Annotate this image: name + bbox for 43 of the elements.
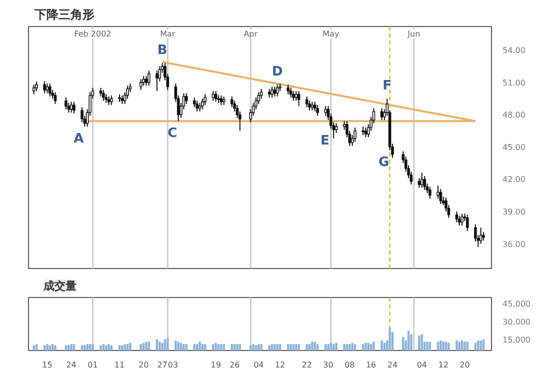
x-tick-label: 01 xyxy=(88,360,98,370)
annotation: F xyxy=(382,78,392,94)
ref-line-label: Mar xyxy=(160,30,176,38)
y-tick-label: 39.00 xyxy=(502,207,526,216)
annotation: E xyxy=(320,134,330,149)
x-tick-label: 20 xyxy=(138,360,149,370)
y-tick-label: 15,000 xyxy=(502,336,530,345)
ref-line-label: May xyxy=(322,30,340,38)
x-tick-label: 26 xyxy=(229,360,240,370)
x-tick-label: 16 xyxy=(366,360,376,370)
y-tick-label: 30,000 xyxy=(502,318,530,327)
y-tick-label: 48.00 xyxy=(502,110,526,120)
y-tick-label: 45,000 xyxy=(502,300,530,309)
ref-line-label: Apr xyxy=(244,30,258,38)
x-tick-label: 08 xyxy=(344,360,355,370)
annotation: G xyxy=(378,155,390,170)
y-tick-label: 36.00 xyxy=(502,240,526,249)
x-tick-label: 12 xyxy=(438,360,448,370)
y-tick-label: 54.00 xyxy=(502,46,526,56)
x-tick-label: 24 xyxy=(66,360,76,370)
y-tick-label: 45.00 xyxy=(502,142,526,152)
x-tick-label: 22 xyxy=(302,360,312,370)
y-tick-label: 51.00 xyxy=(502,78,526,88)
x-tick-label: 04 xyxy=(254,360,264,370)
y-tick-label: 42.00 xyxy=(502,175,526,184)
ref-line-label: Jun xyxy=(406,30,420,38)
x-tick-label: 04 xyxy=(416,360,428,370)
chart-title: 下降三角形 xyxy=(34,8,94,22)
annotation: C xyxy=(168,126,178,142)
x-tick-label: 11 xyxy=(114,360,125,370)
x-tick-label: 03 xyxy=(168,360,178,370)
x-tick-label: 12 xyxy=(274,360,286,370)
x-tick-label: 19 xyxy=(210,360,221,370)
x-tick-label: 27 xyxy=(157,360,168,370)
x-tick-label: 15 xyxy=(42,360,52,370)
x-tick-label: 30 xyxy=(323,360,334,370)
x-tick-label: 20 xyxy=(460,360,470,370)
annotation: D xyxy=(272,64,283,80)
x-tick-label: 24 xyxy=(387,360,398,370)
chart-title: 成交量 xyxy=(42,280,76,292)
ref-line-label: Feb 2002 xyxy=(74,30,112,38)
annotation: A xyxy=(74,132,84,147)
annotation: B xyxy=(157,43,168,58)
